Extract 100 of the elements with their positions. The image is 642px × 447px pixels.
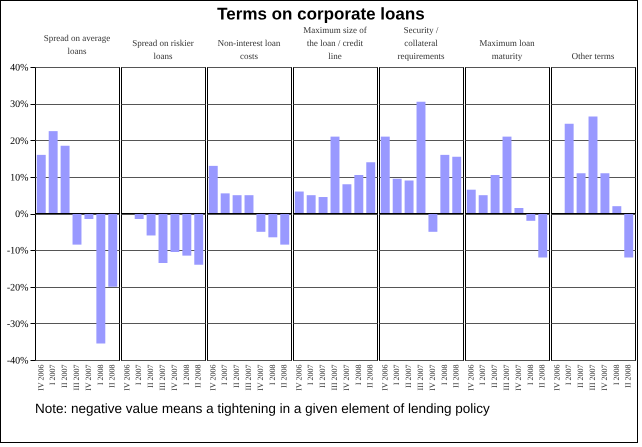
bar: [404, 180, 414, 214]
bar: [416, 102, 426, 214]
x-tick-label: I 2008: [268, 364, 277, 386]
x-tick-label: II 2007: [576, 364, 586, 388]
x-tick-label: II 2008: [538, 364, 547, 388]
y-tick-label: -40%: [6, 356, 28, 366]
x-tick-label: I 2007: [220, 364, 230, 386]
bar: [490, 175, 500, 214]
bar: [612, 206, 622, 214]
chart-title: Other terms: [572, 51, 615, 61]
x-tick-label: II 2007: [318, 364, 328, 388]
bar: [294, 192, 304, 214]
y-tick-label: 30%: [10, 99, 28, 110]
bar: [280, 214, 290, 245]
x-tick-label: II 2008: [366, 364, 375, 388]
x-tick-label: III 2007: [416, 364, 425, 390]
x-tick-label: I 2007: [306, 364, 316, 386]
x-tick-label: II 2008: [108, 364, 117, 388]
bar: [588, 116, 598, 214]
bar: [366, 162, 376, 214]
x-tick-label: I 2008: [182, 364, 191, 386]
x-tick-label: IV 2007: [428, 364, 437, 391]
chart-title: Maximum size of the loan / credit line: [303, 25, 367, 61]
bar: [502, 136, 512, 214]
x-tick-label: II 2007: [490, 364, 500, 388]
y-tick-label: -10%: [6, 246, 28, 257]
chart-title: Non-interest loan costs: [218, 38, 281, 61]
x-tick-label: III 2007: [72, 364, 81, 390]
x-tick-label: II 2007: [232, 364, 242, 388]
bar: [220, 193, 230, 214]
y-tick-label: 10%: [10, 172, 28, 184]
bar: [244, 195, 254, 214]
bar: [256, 214, 266, 232]
bar: [60, 146, 70, 214]
x-tick-label: III 2007: [158, 364, 167, 390]
x-tick-label: I 2007: [48, 364, 58, 386]
x-tick-label: I 2007: [392, 364, 402, 386]
x-tick-label: II 2007: [60, 364, 70, 388]
bar: [342, 184, 352, 214]
bar: [268, 214, 278, 238]
bar: [354, 175, 364, 214]
x-tick-label: IV 2007: [170, 364, 179, 391]
x-tick-label: IV 2007: [600, 364, 609, 391]
bar: [466, 190, 476, 214]
x-tick-label: IV 2006: [466, 364, 476, 391]
bar: [392, 178, 402, 214]
x-tick-label: IV 2006: [36, 364, 46, 391]
x-tick-label: I 2008: [440, 364, 449, 386]
x-tick-label: IV 2006: [122, 364, 132, 391]
bar: [380, 136, 390, 214]
x-tick-label: IV 2006: [208, 364, 218, 391]
bar: [84, 214, 94, 219]
x-tick-label: IV 2007: [514, 364, 523, 391]
x-tick-label: I 2007: [564, 364, 574, 386]
x-tick-label: I 2008: [526, 364, 535, 386]
chart-title: Security / collateral requirements: [398, 25, 445, 61]
y-tick-label: -20%: [6, 282, 28, 294]
y-tick-label: -30%: [6, 318, 28, 330]
x-tick-label: I 2008: [354, 364, 363, 386]
bar: [232, 195, 242, 214]
x-tick-label: II 2008: [280, 364, 289, 388]
y-tick-label: 0%: [15, 209, 28, 220]
bar: [564, 124, 574, 214]
x-tick-label: III 2007: [330, 364, 339, 390]
x-tick-label: IV 2006: [552, 364, 562, 391]
bar: [330, 136, 340, 214]
x-tick-label: II 2007: [404, 364, 414, 388]
bar: [478, 195, 488, 214]
bar: [514, 208, 524, 214]
x-tick-label: IV 2007: [256, 364, 265, 391]
x-tick-label: II 2008: [194, 364, 203, 388]
bar: [600, 173, 610, 214]
chart-title: Maximum loan maturity: [479, 38, 536, 61]
x-tick-label: III 2007: [588, 364, 597, 390]
chart-title: Spread on average loans: [44, 33, 110, 56]
bar: [36, 154, 46, 214]
bar: [624, 214, 634, 258]
x-tick-label: III 2007: [502, 364, 511, 390]
x-tick-label: IV 2006: [294, 364, 304, 391]
x-tick-label: II 2008: [452, 364, 461, 388]
x-tick-label: II 2008: [624, 364, 633, 388]
bar: [452, 156, 462, 214]
x-tick-label: IV 2007: [84, 364, 93, 391]
bar: [526, 214, 536, 221]
x-tick-label: I 2007: [478, 364, 488, 386]
bar: [208, 166, 218, 214]
bar: [96, 214, 106, 344]
x-tick-label: III 2007: [244, 364, 253, 390]
x-tick-label: I 2008: [96, 364, 105, 386]
text: Terms on corporate loans: [217, 4, 425, 24]
x-tick-label: I 2007: [134, 364, 144, 386]
bar: [440, 154, 450, 214]
bar: [108, 214, 118, 287]
bar: [48, 131, 58, 214]
text: Note: negative value means a tightening in a given element of lending policy: [35, 401, 490, 416]
bar: [318, 197, 328, 214]
x-tick-label: IV 2006: [380, 364, 390, 391]
bar: [538, 214, 548, 258]
y-tick-label: 40%: [10, 62, 28, 74]
bar: [428, 214, 438, 232]
